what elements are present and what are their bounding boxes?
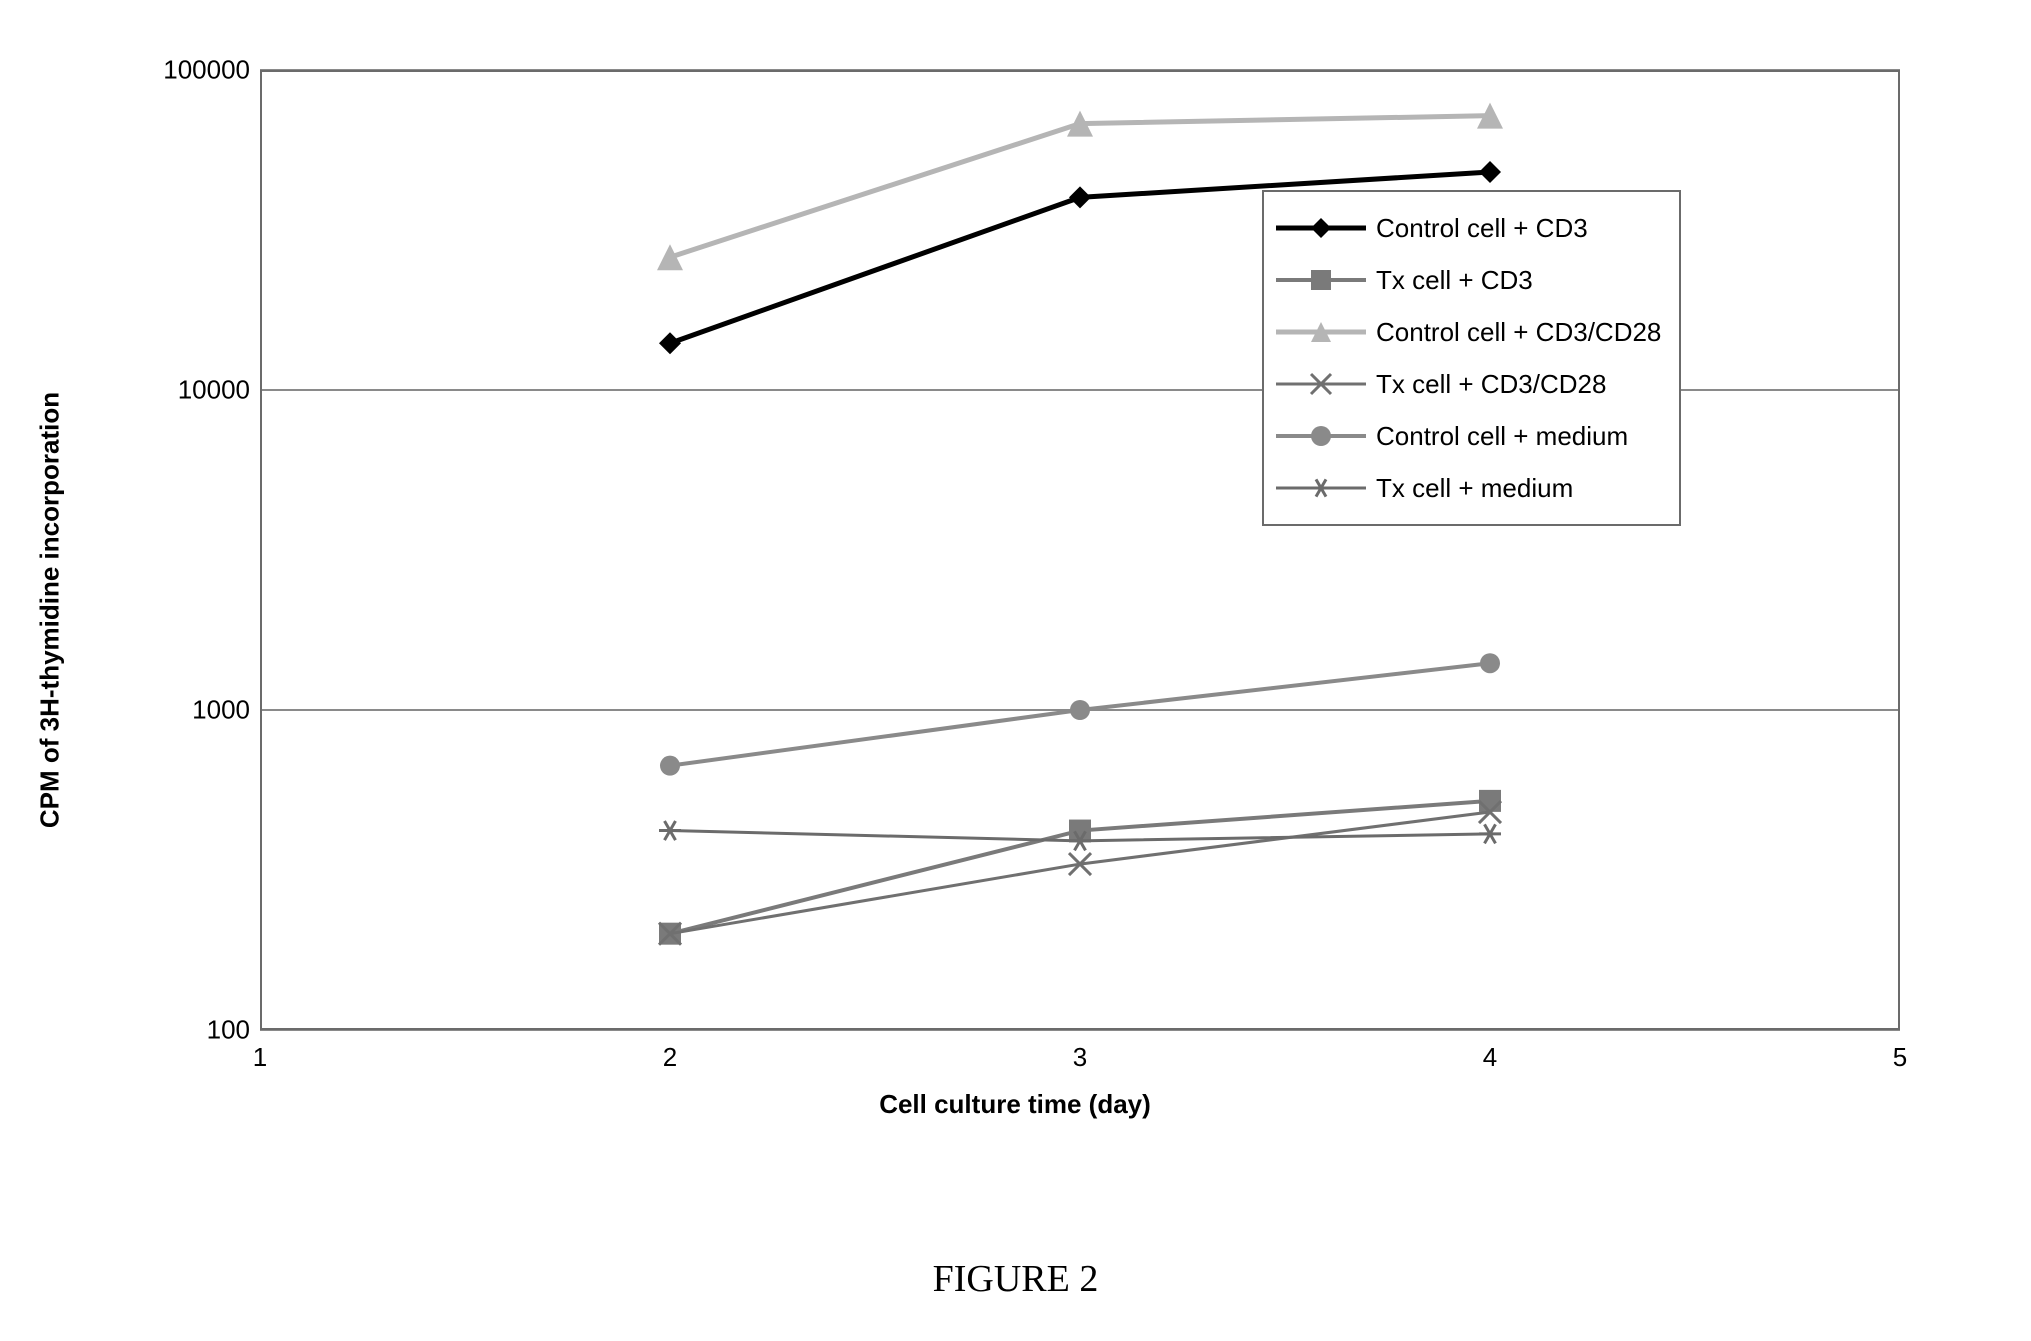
legend-item: Control cell + CD3/CD28 xyxy=(1276,306,1661,358)
legend-swatch xyxy=(1276,369,1366,399)
legend-swatch xyxy=(1276,473,1366,503)
legend-label: Control cell + CD3 xyxy=(1376,213,1588,244)
square-icon xyxy=(1306,265,1336,295)
series-marker xyxy=(657,244,683,270)
x-icon xyxy=(1306,369,1336,399)
y-tick-label: 100000 xyxy=(130,55,250,86)
figure-caption: FIGURE 2 xyxy=(933,1257,1099,1301)
legend-swatch xyxy=(1276,317,1366,347)
legend-swatch xyxy=(1276,265,1366,295)
legend-label: Tx cell + CD3/CD28 xyxy=(1376,369,1606,400)
series-marker xyxy=(1069,186,1091,208)
y-tick-label: 1000 xyxy=(130,695,250,726)
chart-container: CPM of 3H-thymidine incorporation 100100… xyxy=(90,60,1940,1160)
y-axis-label: CPM of 3H-thymidine incorporation xyxy=(35,392,66,828)
legend-label: Control cell + CD3/CD28 xyxy=(1376,317,1661,348)
legend-item: Tx cell + CD3 xyxy=(1276,254,1661,306)
legend-label: Control cell + medium xyxy=(1376,421,1628,452)
series-marker xyxy=(1479,824,1501,843)
series-marker xyxy=(660,756,680,776)
triangle-icon xyxy=(1306,317,1336,347)
plot-border xyxy=(260,70,1900,72)
series-marker xyxy=(1480,653,1500,673)
x-tick-label: 1 xyxy=(253,1042,267,1073)
legend: Control cell + CD3 Tx cell + CD3 Control c… xyxy=(1262,190,1681,526)
circle-icon xyxy=(1306,421,1336,451)
page: CPM of 3H-thymidine incorporation 100 100… xyxy=(0,0,2031,1341)
legend-label: Tx cell + CD3 xyxy=(1376,265,1533,296)
x-tick-label: 2 xyxy=(663,1042,677,1073)
plot-border xyxy=(260,1028,1900,1030)
x-tick-label: 4 xyxy=(1483,1042,1497,1073)
legend-label: Tx cell + medium xyxy=(1376,473,1573,504)
x-tick-label: 5 xyxy=(1893,1042,1907,1073)
series-marker xyxy=(1479,790,1501,812)
series-marker xyxy=(659,332,681,354)
series-marker xyxy=(1479,161,1501,183)
plot-border xyxy=(1898,70,1900,1030)
asterisk-icon xyxy=(1306,473,1336,503)
legend-item: Tx cell + CD3/CD28 xyxy=(1276,358,1661,410)
x-axis-label: Cell culture time (day) xyxy=(879,1089,1151,1120)
legend-item: Tx cell + medium xyxy=(1276,462,1661,514)
legend-item: Control cell + CD3 xyxy=(1276,202,1661,254)
x-tick-label: 3 xyxy=(1073,1042,1087,1073)
legend-swatch xyxy=(1276,213,1366,243)
legend-item: Control cell + medium xyxy=(1276,410,1661,462)
plot-border xyxy=(260,70,262,1030)
gridline xyxy=(260,709,1900,711)
diamond-icon xyxy=(1306,213,1336,243)
y-tick-label: 100 xyxy=(130,1015,250,1046)
legend-swatch xyxy=(1276,421,1366,451)
y-tick-label: 10000 xyxy=(130,375,250,406)
series-marker xyxy=(659,821,681,840)
